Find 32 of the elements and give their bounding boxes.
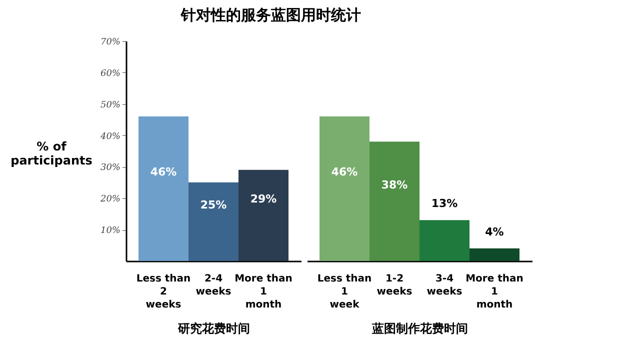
data-label: 4% bbox=[485, 225, 504, 238]
x-tick-label: 3-4 weeks bbox=[426, 274, 462, 298]
x-tick-label: 2-4 weeks bbox=[196, 274, 232, 298]
y-axis-title: % of participants bbox=[10, 140, 92, 168]
bar bbox=[188, 182, 238, 261]
y-tick-label: 70% bbox=[100, 38, 120, 48]
data-label: 25% bbox=[200, 198, 227, 212]
y-tick-label: 60% bbox=[100, 68, 120, 79]
y-tick-label: 20% bbox=[99, 194, 120, 205]
data-label: 46% bbox=[331, 166, 358, 179]
x-tick-label: More than 1 month bbox=[466, 274, 524, 310]
bar bbox=[320, 116, 370, 261]
x-tick-label: Less than 2 weeks bbox=[136, 274, 191, 310]
data-label: 38% bbox=[381, 178, 408, 192]
x-tick-label: 1-2 weeks bbox=[376, 274, 412, 298]
chart-title: 针对性的服务蓝图用时统计 bbox=[180, 6, 362, 24]
data-label: 29% bbox=[250, 192, 277, 206]
y-tick-label: 50% bbox=[100, 100, 120, 110]
data-label: 13% bbox=[431, 197, 458, 210]
y-tick-label: 30% bbox=[100, 163, 120, 174]
x-axis-title: 研究花费时间 bbox=[177, 322, 250, 336]
bar bbox=[238, 170, 288, 261]
y-tick-label: 10% bbox=[100, 226, 120, 236]
x-tick-label: Less than 1 week bbox=[317, 274, 372, 310]
bar bbox=[370, 142, 420, 261]
bar bbox=[470, 248, 520, 261]
y-tick-label: 40% bbox=[99, 132, 120, 142]
x-tick-label: More than 1 month bbox=[234, 274, 292, 310]
data-label: 46% bbox=[150, 166, 177, 179]
x-axis-title: 蓝图制作花费时间 bbox=[371, 322, 468, 336]
bar bbox=[420, 220, 470, 261]
bar bbox=[138, 116, 188, 261]
